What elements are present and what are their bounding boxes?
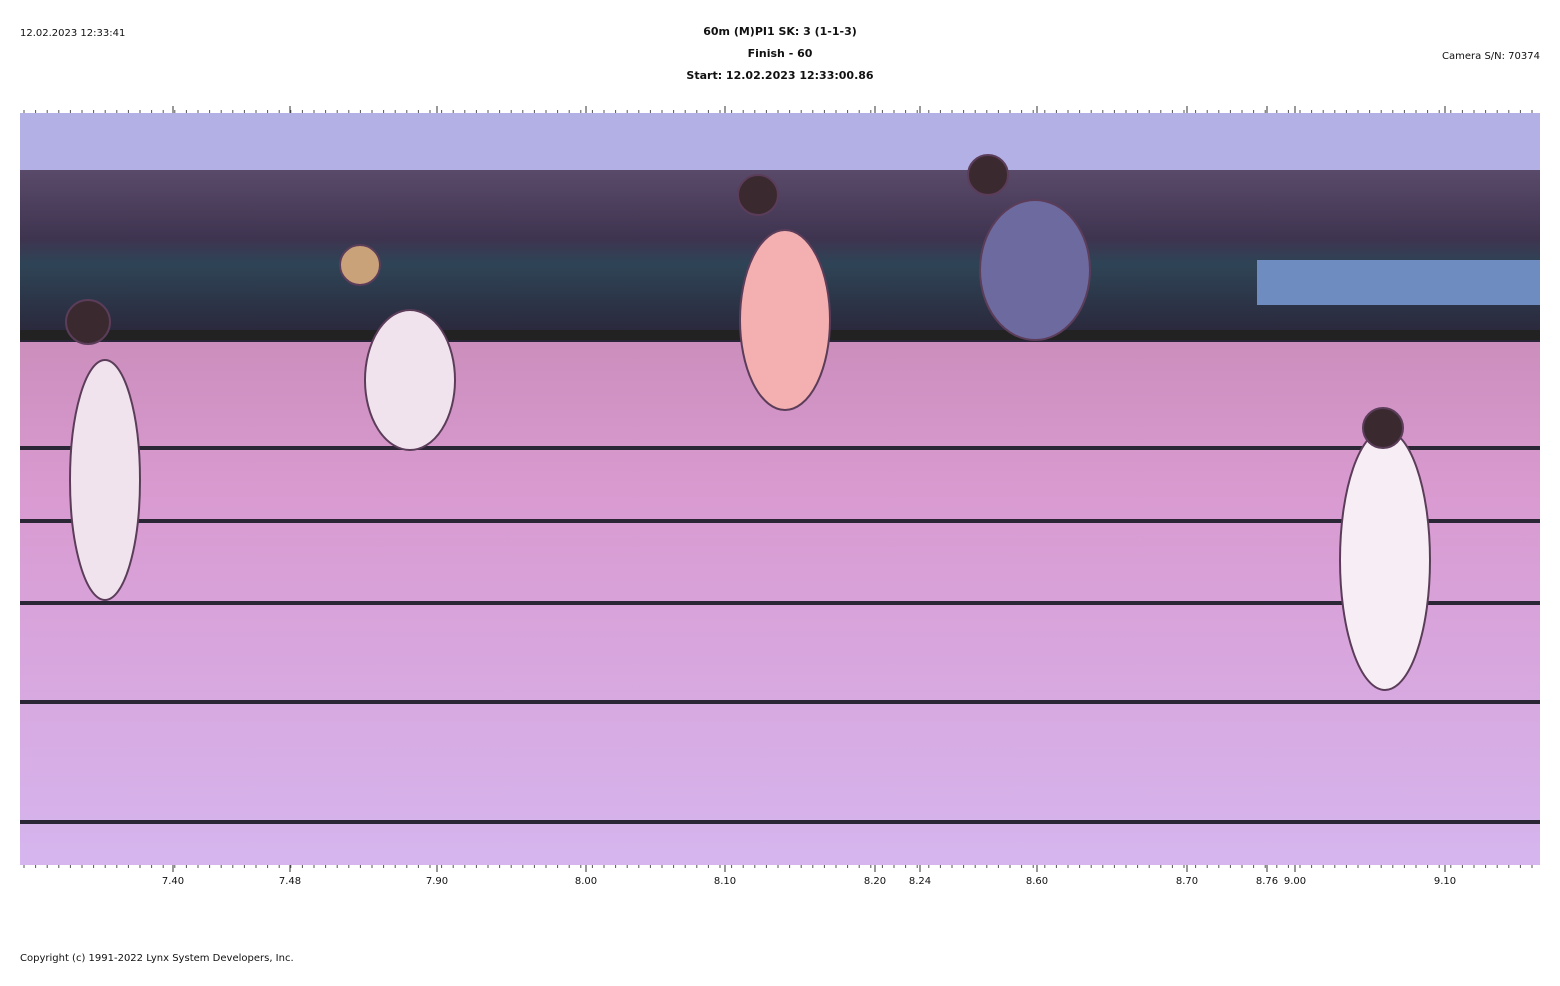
- camera-serial: Camera S/N: 70374: [1442, 51, 1540, 62]
- time-label: 7.90: [426, 876, 448, 887]
- finish-label: Finish - 60: [748, 47, 813, 60]
- time-label: 8.76: [1256, 876, 1278, 887]
- start-label: Start: 12.02.2023 12:33:00.86: [686, 69, 873, 82]
- time-label: 8.20: [864, 876, 886, 887]
- time-label: 7.40: [162, 876, 184, 887]
- time-label: 9.00: [1284, 876, 1306, 887]
- time-label: 8.00: [575, 876, 597, 887]
- timestamp: 12.02.2023 12:33:41: [20, 28, 125, 39]
- time-label: 9.10: [1434, 876, 1456, 887]
- time-axis: 7.40 7.48 7.90 8.00 8.10 8.20 8.24 8.60 8.70 8.76…: [23, 106, 1533, 887]
- time-label: 8.24: [909, 876, 931, 887]
- time-label: 8.70: [1176, 876, 1198, 887]
- photo: [20, 113, 1540, 865]
- time-label: 8.10: [714, 876, 736, 887]
- time-label: 7.48: [279, 876, 301, 887]
- copyright: Copyright (c) 1991-2022 Lynx System Deve…: [20, 953, 294, 964]
- event-title: 60m (M)PI1 SK: 3 (1-1-3): [703, 25, 857, 38]
- time-label: 8.60: [1026, 876, 1048, 887]
